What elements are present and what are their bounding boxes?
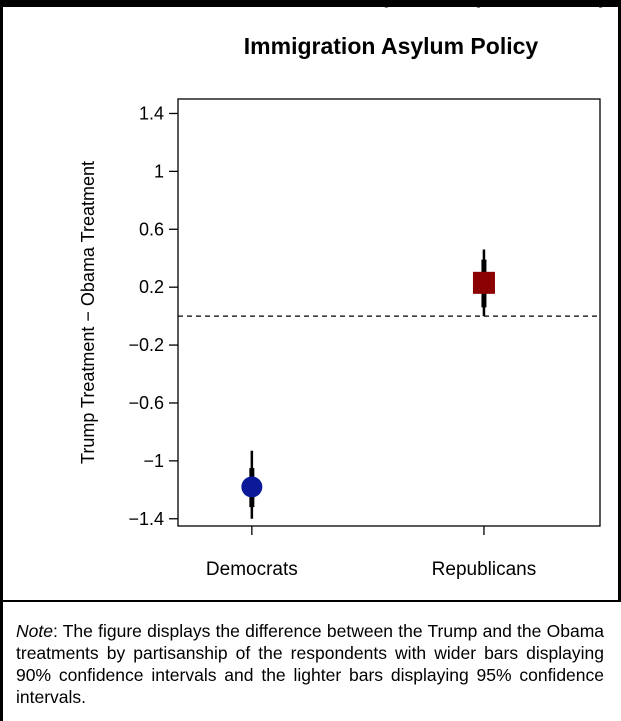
note-label: Note — [16, 621, 53, 641]
y-tick-label: −0.2 — [128, 335, 164, 355]
y-tick-label: 0.6 — [139, 219, 164, 239]
figure-note: Note: The figure displays the difference… — [16, 620, 604, 708]
point-estimate-square — [472, 271, 495, 294]
note-text: : The figure displays the difference bet… — [16, 621, 604, 707]
plot-area-box — [177, 98, 601, 527]
y-tick-label: 0.2 — [139, 277, 164, 297]
y-tick-label: 1.4 — [139, 103, 164, 123]
y-tick-label: −1.4 — [128, 509, 164, 529]
y-tick-label: −1 — [143, 451, 164, 471]
data-marks — [241, 249, 495, 519]
y-tick-label: −0.6 — [128, 393, 164, 413]
y-axis: 1.4 1 0.6 0.2 −0.2 −0.6 −1 −1.4 — [128, 103, 178, 529]
top-frame-line — [0, 0, 621, 7]
y-tick-label: 1 — [154, 161, 164, 181]
cut-off-header: y and Republicanship — [384, 0, 611, 9]
point-estimate-circle — [241, 476, 263, 498]
x-tick-label: Republicans — [432, 559, 537, 580]
note-divider — [0, 600, 621, 602]
right-frame-line — [618, 0, 621, 600]
x-tick-label: Democrats — [206, 559, 298, 580]
chart-canvas: Immigration Asylum Policy Trump Treatmen… — [78, 33, 601, 580]
x-axis: Democrats Republicans — [206, 526, 536, 580]
left-frame-line — [0, 0, 3, 721]
y-axis-label: Trump Treatment − Obama Treatment — [78, 161, 98, 464]
chart-title: Immigration Asylum Policy — [244, 33, 539, 59]
